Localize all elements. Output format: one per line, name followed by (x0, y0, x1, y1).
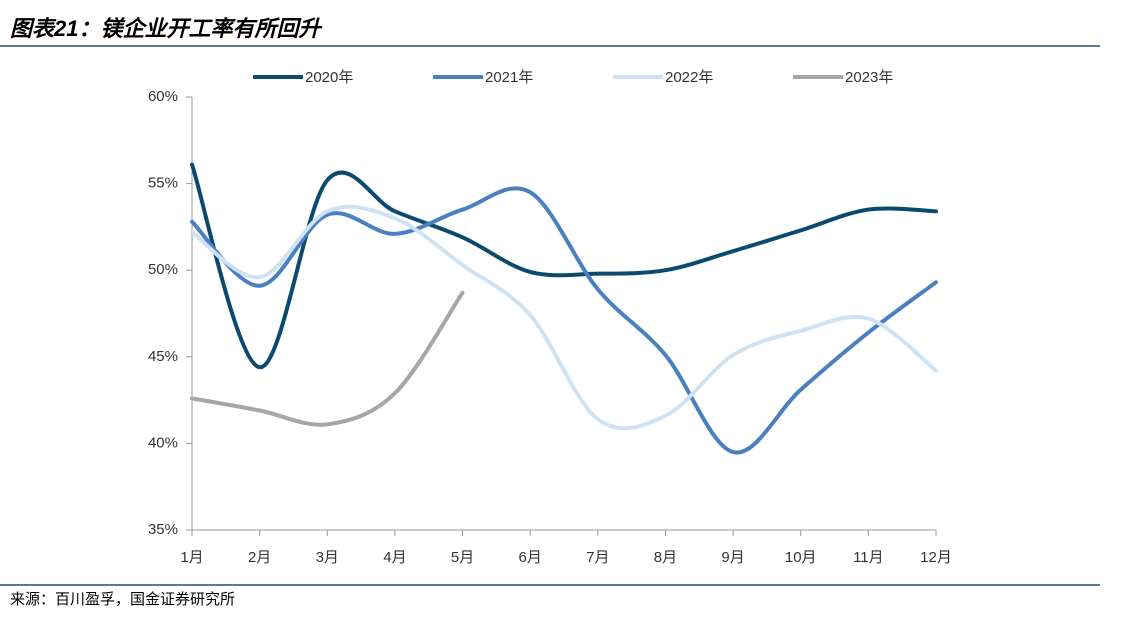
y-tick-label: 55% (148, 175, 178, 192)
x-tick-label: 12月 (920, 549, 952, 566)
legend-label: 2020年 (305, 69, 353, 86)
x-tick-label: 10月 (785, 549, 817, 566)
line-series (190, 290, 465, 427)
x-tick-label: 7月 (586, 549, 609, 566)
y-tick-label: 45% (148, 348, 178, 365)
chart-title: 图表21：镁企业开工率有所回升 (10, 16, 322, 41)
line-series (190, 162, 938, 370)
legend-label: 2021年 (485, 69, 533, 86)
x-tick-label: 8月 (654, 549, 677, 566)
y-tick-label: 50% (148, 261, 178, 278)
source: 来源：百川盈孚，国金证券研究所 (10, 590, 235, 608)
y-tick-label: 60% (148, 88, 178, 105)
x-tick-label: 9月 (721, 549, 744, 566)
x-tick-label: 5月 (451, 549, 474, 566)
y-tick-label: 35% (148, 521, 178, 538)
legend-label: 2022年 (665, 69, 713, 86)
x-tick-label: 11月 (853, 549, 884, 566)
x-tick-label: 6月 (519, 549, 542, 566)
x-tick-label: 4月 (383, 549, 406, 566)
x-tick-label: 1月 (180, 549, 203, 566)
x-tick-label: 3月 (316, 549, 339, 566)
line-series (190, 186, 938, 455)
y-tick-label: 40% (148, 434, 178, 451)
legend-label: 2023年 (845, 69, 893, 86)
line-series (190, 204, 938, 431)
x-tick-label: 2月 (248, 549, 271, 566)
